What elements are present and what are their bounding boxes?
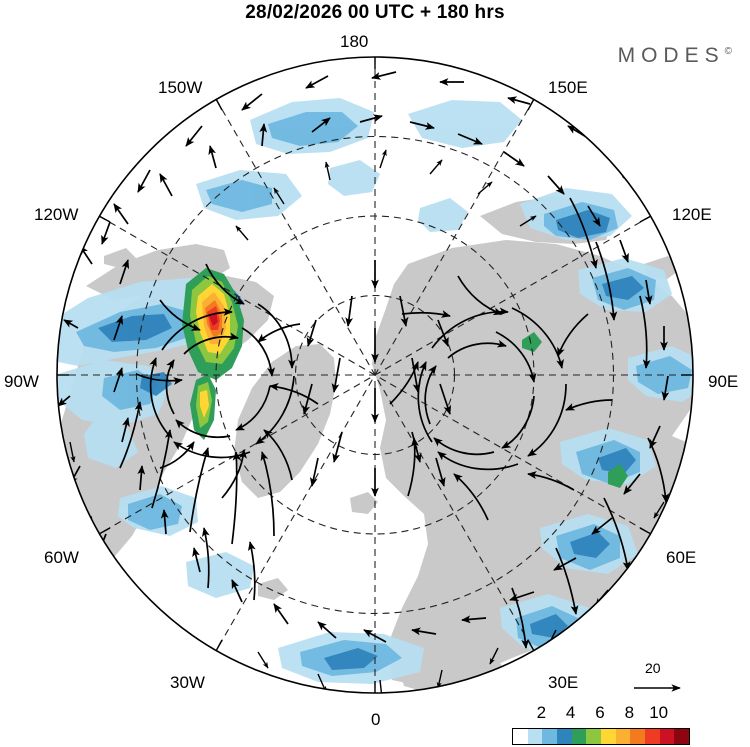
brand-text: MODES	[617, 44, 725, 67]
lon-label-120w: 120W	[34, 205, 79, 224]
colorbar-swatch	[527, 729, 543, 744]
lon-label-90e: 90E	[708, 372, 739, 391]
lon-label-0: 0	[371, 710, 381, 729]
vector-key-arrow-icon	[634, 684, 681, 692]
map-canvas	[0, 28, 750, 718]
colorbar-tick-label: 2	[536, 703, 547, 722]
lon-label-90w: 90W	[4, 372, 39, 391]
limb-ticks	[57, 57, 693, 693]
colorbar-tick-label: 6	[595, 703, 605, 722]
lon-label-150e: 150E	[548, 78, 588, 97]
precip-core-hot	[182, 268, 244, 440]
colorbar-ticks: 2 4 6 8 10	[512, 703, 688, 725]
lon-label-120e: 120E	[672, 205, 712, 224]
wind-vector-layer	[57, 71, 693, 693]
vector-key-value: 20	[645, 660, 661, 676]
colorbar-swatch	[556, 729, 572, 744]
colorbar-swatch	[630, 729, 645, 744]
colorbar-swatch	[615, 729, 631, 744]
colorbar-swatch	[586, 729, 601, 744]
colorbar-swatch	[542, 729, 557, 744]
colorbar-swatch	[659, 729, 675, 744]
lon-label-30e: 30E	[548, 673, 579, 692]
copyright-icon: ©	[724, 46, 732, 57]
colorbar-tick-label: 10	[649, 703, 669, 722]
lon-label-150w: 150W	[158, 78, 203, 97]
lon-label-60e: 60E	[666, 548, 697, 567]
colorbar-swatch	[513, 729, 528, 744]
colorbar	[512, 728, 690, 745]
lon-label-180: 180	[340, 32, 369, 51]
colorbar-tick-label: 4	[565, 703, 576, 722]
page-title: 28/02/2026 00 UTC + 180 hrs	[245, 2, 505, 23]
modes-logo: MODES©	[618, 44, 732, 68]
colorbar-swatch	[644, 729, 660, 744]
colorbar-swatch	[571, 729, 587, 744]
lon-label-30w: 30W	[170, 673, 205, 692]
colorbar-swatch	[600, 729, 616, 744]
colorbar-tick-label: 8	[624, 703, 635, 722]
colorbar-swatch	[674, 729, 689, 744]
lon-label-60w: 60W	[44, 548, 79, 567]
